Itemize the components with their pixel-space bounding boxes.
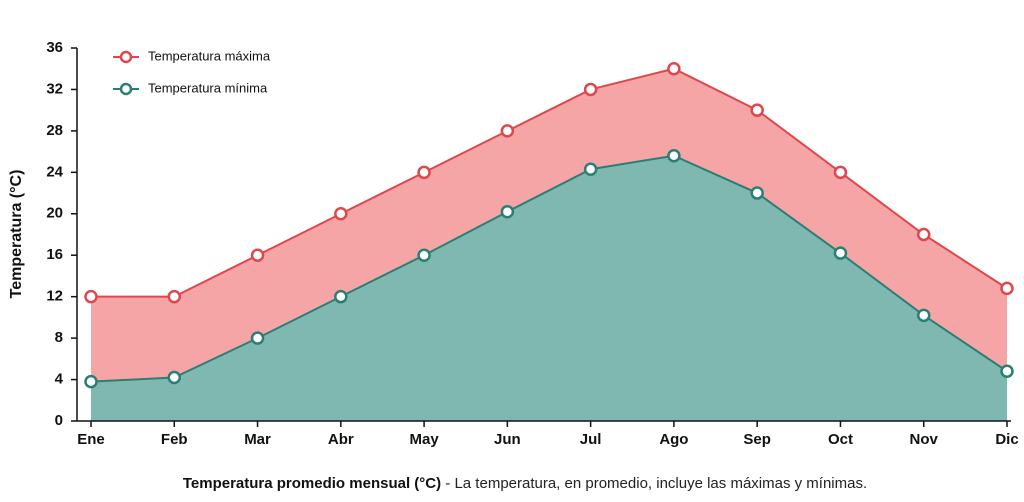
x-tick-label: Ene bbox=[77, 431, 105, 448]
x-tick-label: Jun bbox=[494, 431, 521, 448]
x-tick-label: Oct bbox=[828, 431, 853, 448]
y-tick-label: 24 bbox=[46, 163, 63, 180]
data-point bbox=[1000, 364, 1014, 379]
y-tick-label: 20 bbox=[46, 205, 63, 222]
legend-marker bbox=[119, 82, 133, 96]
data-point bbox=[334, 289, 348, 304]
data-point bbox=[250, 248, 265, 262]
caption-text: - La temperatura, en promedio, incluye l… bbox=[445, 475, 867, 492]
data-point bbox=[167, 370, 182, 385]
x-tick-label: Dic bbox=[995, 431, 1018, 448]
y-tick-label: 28 bbox=[46, 122, 63, 139]
legend-marker bbox=[119, 50, 133, 64]
x-tick-label: Sep bbox=[743, 431, 771, 448]
series-line bbox=[91, 67, 1008, 298]
x-tick-label: Jul bbox=[580, 431, 602, 448]
data-point bbox=[1000, 281, 1014, 296]
data-point bbox=[667, 149, 681, 163]
data-point bbox=[500, 204, 515, 219]
y-tick-label: 16 bbox=[46, 246, 63, 263]
data-point bbox=[916, 227, 931, 242]
series-line bbox=[90, 154, 1008, 383]
y-tick-label: 4 bbox=[55, 371, 64, 388]
data-point bbox=[667, 61, 681, 76]
legend-label: Temperatura mínima bbox=[148, 80, 268, 95]
data-point bbox=[167, 289, 182, 304]
x-tick-label: Nov bbox=[910, 431, 939, 448]
data-point bbox=[750, 103, 764, 117]
area-fill bbox=[91, 155, 1007, 421]
caption: Temperatura promedio mensual (°C) - La t… bbox=[183, 475, 867, 492]
y-tick-label: 0 bbox=[55, 412, 63, 429]
x-tick-label: Mar bbox=[244, 431, 271, 448]
y-tick-label: 36 bbox=[46, 39, 63, 56]
y-tick-label: 8 bbox=[55, 329, 63, 346]
y-tick-label: 12 bbox=[46, 288, 63, 305]
data-point bbox=[84, 374, 98, 389]
caption-title: Temperatura promedio mensual (°C) bbox=[183, 475, 441, 492]
legend: Temperatura máxima Temperatura mínima bbox=[113, 48, 271, 95]
data-point bbox=[500, 124, 515, 138]
x-tick-label: Ago bbox=[659, 431, 688, 448]
y-axis-title: Temperatura (°C) bbox=[8, 170, 25, 299]
data-point bbox=[916, 308, 931, 323]
x-tick-label: Feb bbox=[161, 431, 188, 448]
y-tick-label: 32 bbox=[46, 80, 63, 97]
data-point bbox=[417, 165, 431, 180]
data-point bbox=[84, 289, 98, 304]
data-point bbox=[833, 165, 848, 180]
data-point bbox=[250, 331, 265, 345]
data-point bbox=[833, 246, 848, 260]
plot bbox=[84, 61, 1014, 421]
x-tick-label: May bbox=[409, 431, 439, 448]
data-point bbox=[583, 162, 598, 176]
data-point bbox=[583, 82, 598, 97]
data-point bbox=[417, 248, 431, 262]
data-point bbox=[750, 186, 764, 200]
data-point bbox=[334, 207, 348, 221]
legend-label: Temperatura máxima bbox=[148, 48, 271, 63]
x-tick-label: Abr bbox=[328, 431, 354, 448]
